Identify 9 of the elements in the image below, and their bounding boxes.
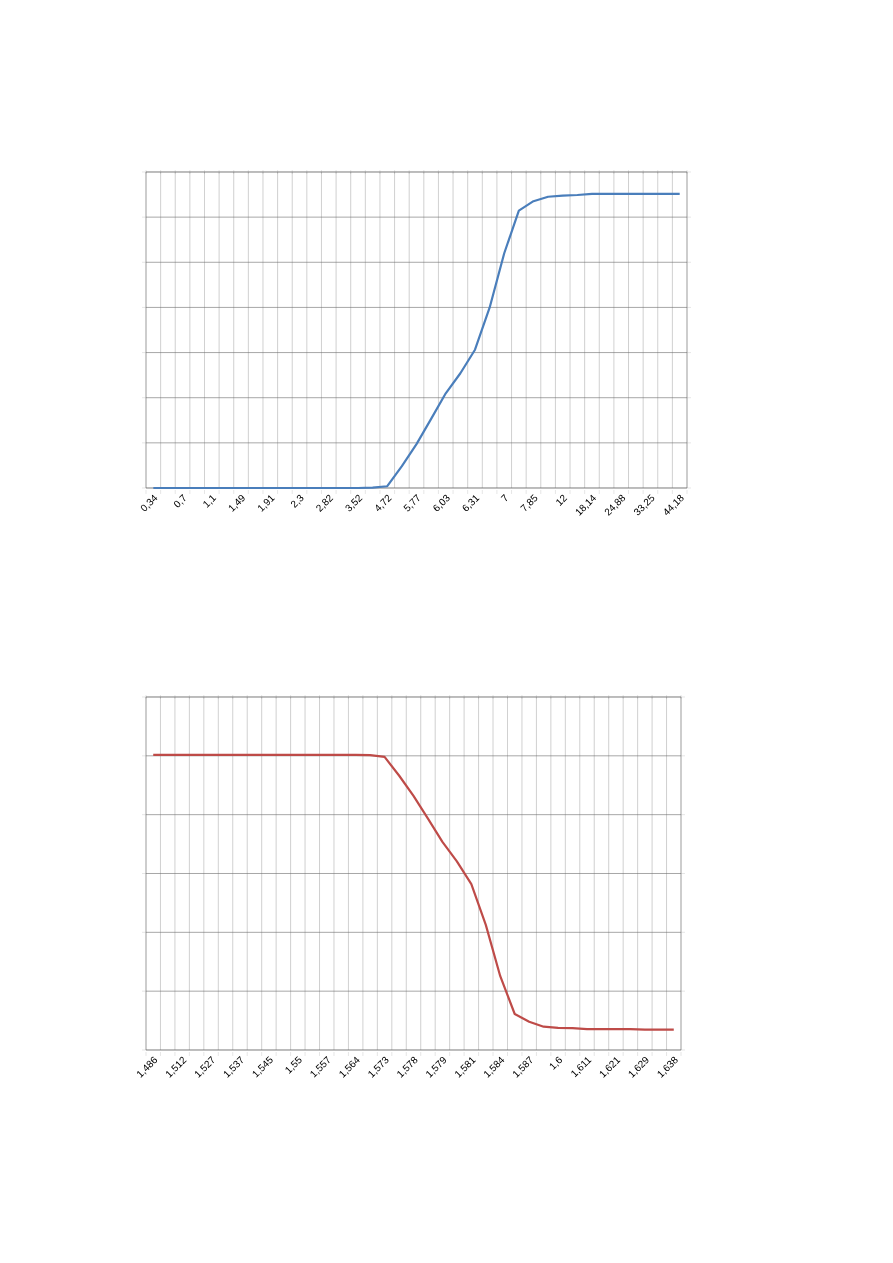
x-tick-label: 12 — [556, 494, 568, 506]
x-tick-label: 4,72 — [376, 494, 392, 512]
x-tick-label: 0,7 — [174, 494, 186, 508]
x-tick-label: 1,6 — [549, 1056, 562, 1070]
x-tick-label: 7 — [500, 494, 508, 502]
x-tick-label: 1,1 — [203, 495, 217, 508]
x-tick-label: 2,3 — [290, 494, 304, 509]
x-tick-label: 0,34 — [140, 494, 158, 512]
x-tick-label: 6,31 — [462, 495, 480, 512]
